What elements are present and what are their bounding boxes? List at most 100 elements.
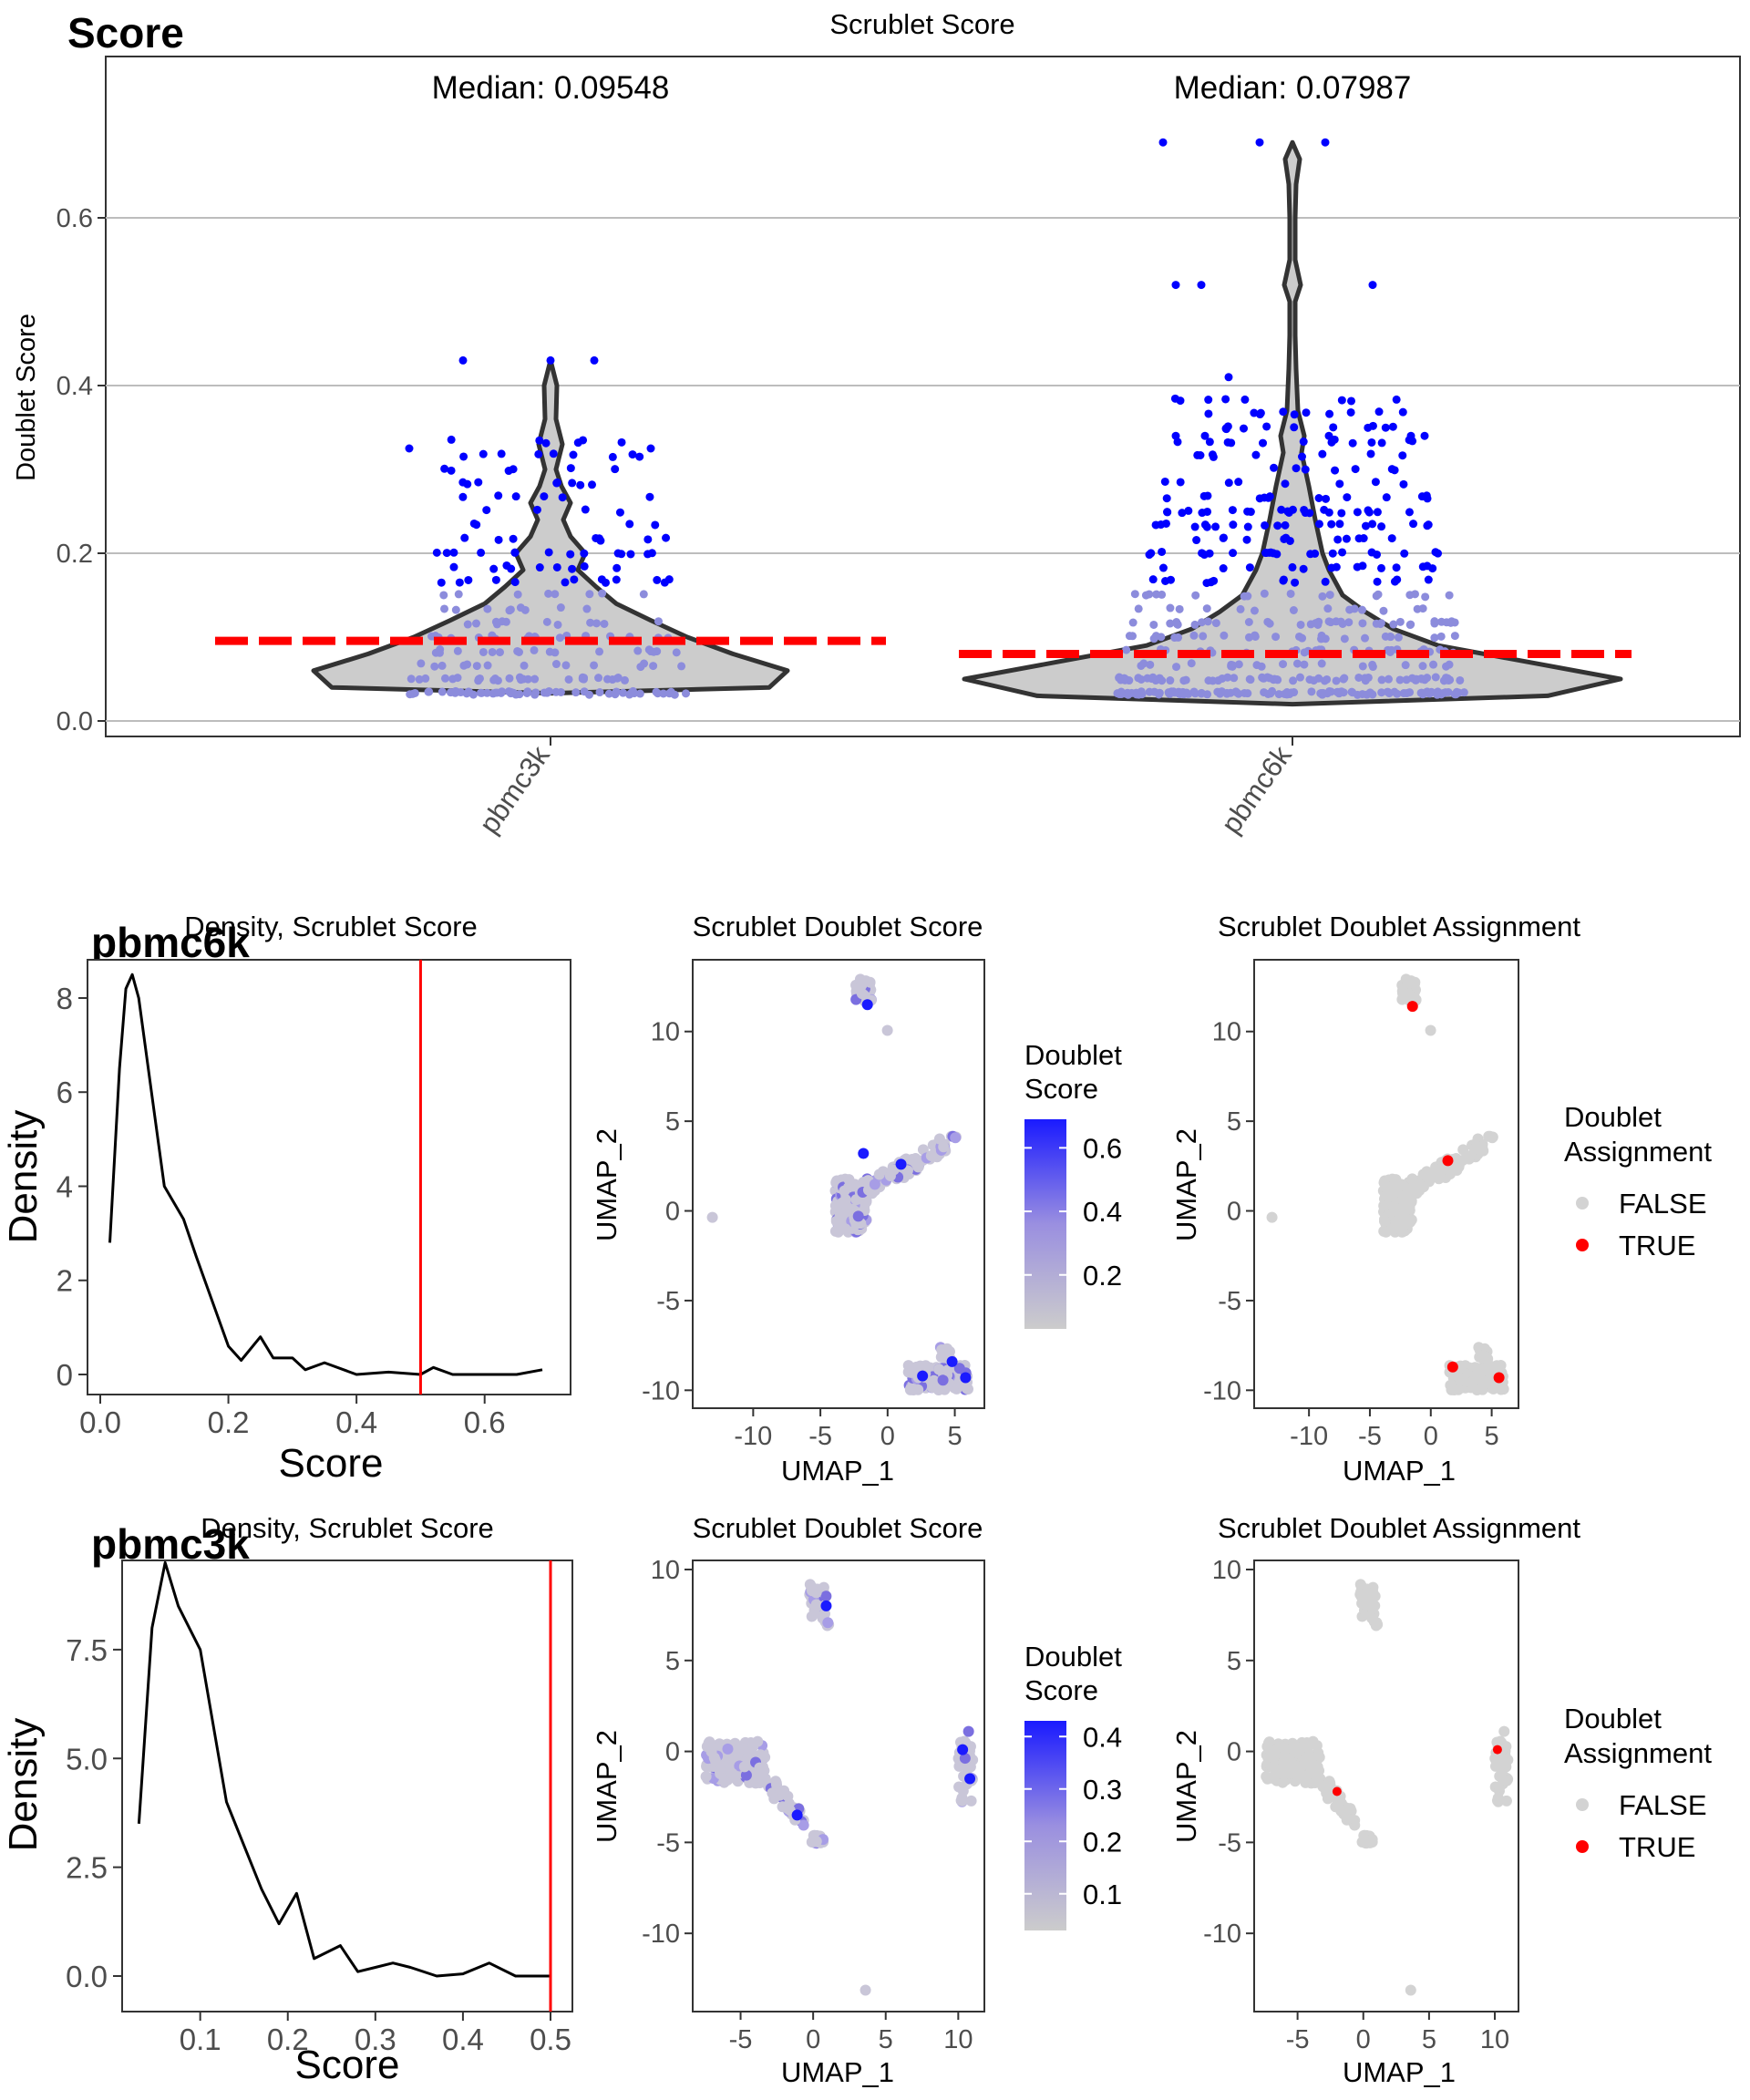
- violin-point: [1203, 617, 1212, 626]
- violin-point: [1281, 520, 1290, 530]
- violin-point: [417, 659, 426, 668]
- violin-point: [494, 535, 503, 544]
- violin-point: [1377, 675, 1386, 685]
- violin-point: [1452, 687, 1461, 696]
- density-xlabel-row2: Score: [295, 2043, 400, 2087]
- violin-point: [1395, 675, 1405, 685]
- violin-point: [1395, 617, 1405, 626]
- umap-point: [1360, 1587, 1372, 1599]
- violin-point: [520, 661, 529, 670]
- umap-point: [700, 1771, 712, 1783]
- violin-outlier-point: [1158, 138, 1168, 147]
- violin-point: [1240, 592, 1249, 601]
- umap-x-tick-label: 0: [1424, 1422, 1438, 1451]
- umap-true-point: [1406, 1001, 1418, 1013]
- violin-point: [1301, 465, 1310, 474]
- umap-point: [822, 1617, 834, 1629]
- violin-outlier-point: [546, 355, 555, 365]
- violin-panel: Score Scrublet Score Median: 0.09548 Med…: [12, 8, 1741, 839]
- violin-point: [590, 661, 599, 670]
- violin-point: [1246, 675, 1255, 685]
- violin-point: [507, 687, 516, 696]
- umap-point: [1417, 1168, 1429, 1180]
- umap-assign-xlabel-row1: UMAP_1: [1343, 1455, 1456, 1487]
- violin-point: [1314, 520, 1323, 529]
- violin-point: [489, 689, 498, 698]
- violin-point: [1145, 687, 1154, 696]
- violin-point: [1176, 478, 1185, 487]
- violin-point: [1316, 634, 1325, 643]
- violin-point: [530, 645, 539, 654]
- violin-point: [1143, 674, 1152, 683]
- violin-point: [488, 647, 497, 656]
- violin-point: [1364, 673, 1373, 682]
- violin-point: [495, 648, 504, 657]
- violin-point: [1366, 449, 1375, 458]
- violin-point: [1158, 563, 1168, 572]
- violin-point: [440, 604, 449, 613]
- violin-point: [644, 645, 654, 654]
- violin-point: [1332, 676, 1341, 685]
- violin-point: [639, 590, 648, 599]
- violin-point: [1175, 604, 1184, 613]
- violin-point: [493, 676, 502, 685]
- violin-point: [1307, 687, 1316, 696]
- violin-point: [530, 674, 540, 684]
- violin-point: [1245, 563, 1254, 572]
- violin-point: [1402, 675, 1411, 685]
- umap-point: [1369, 1590, 1381, 1602]
- violin-point: [1170, 394, 1179, 403]
- violin-point: [1331, 466, 1340, 475]
- umap-point: [841, 1201, 853, 1213]
- umap-y-tick-label: -10: [1203, 1920, 1241, 1949]
- violin-point: [1329, 423, 1338, 432]
- violin-point: [1243, 507, 1252, 516]
- violin-point: [535, 436, 544, 445]
- umap-point: [1425, 1024, 1436, 1036]
- violin-point: [1252, 661, 1261, 670]
- umap-high-score-point: [895, 1158, 907, 1170]
- umap-point: [705, 1745, 717, 1757]
- umap-point: [1266, 1211, 1278, 1223]
- violin-point: [1346, 407, 1355, 417]
- umap-point: [810, 1587, 822, 1599]
- violin-point: [1343, 493, 1352, 502]
- violin-point: [1230, 674, 1239, 683]
- violin-point: [1347, 396, 1356, 406]
- violin-y-ticks: 0.0 0.2 0.4 0.6: [57, 204, 106, 736]
- density-y-tick-label: 2.5: [66, 1851, 108, 1885]
- violin-outlier-point: [1420, 431, 1429, 440]
- violin-point: [491, 575, 500, 584]
- violin-point: [571, 688, 581, 697]
- violin-point: [1202, 604, 1211, 613]
- violin-point: [1163, 508, 1172, 517]
- violin-point: [1256, 408, 1265, 417]
- violin-point: [1127, 688, 1137, 697]
- umap-high-score-point: [960, 1372, 972, 1384]
- umap-y-tick-label: -5: [1218, 1828, 1241, 1858]
- violin-point: [1430, 633, 1439, 643]
- legend-false-label-row1: FALSE: [1619, 1188, 1707, 1220]
- violin-point: [564, 674, 573, 684]
- violin-point: [645, 492, 654, 501]
- violin-point: [1288, 562, 1297, 571]
- density-x-tick-label: 0.1: [180, 2023, 221, 2056]
- violin-point: [1431, 548, 1440, 557]
- violin-point: [491, 617, 500, 626]
- violin-point: [1442, 662, 1451, 671]
- violin-point: [598, 589, 607, 598]
- umap-high-score-point: [861, 999, 873, 1011]
- violin-point: [653, 575, 662, 584]
- umap-assign-title-row2: Scrublet Doublet Assignment: [1218, 1512, 1580, 1544]
- umap-y-tick-label: 0: [1227, 1198, 1241, 1227]
- violin-point: [1228, 506, 1237, 515]
- violin-outlier-point: [1368, 281, 1377, 290]
- umap-point: [777, 1801, 788, 1813]
- violin-point: [1338, 619, 1347, 628]
- umap-point: [869, 1179, 880, 1190]
- violin-point: [1424, 520, 1433, 530]
- violin-outlier-point: [646, 444, 655, 453]
- violin-outlier-point: [405, 444, 414, 453]
- umap-point: [1495, 1753, 1507, 1765]
- violin-point: [1149, 620, 1158, 629]
